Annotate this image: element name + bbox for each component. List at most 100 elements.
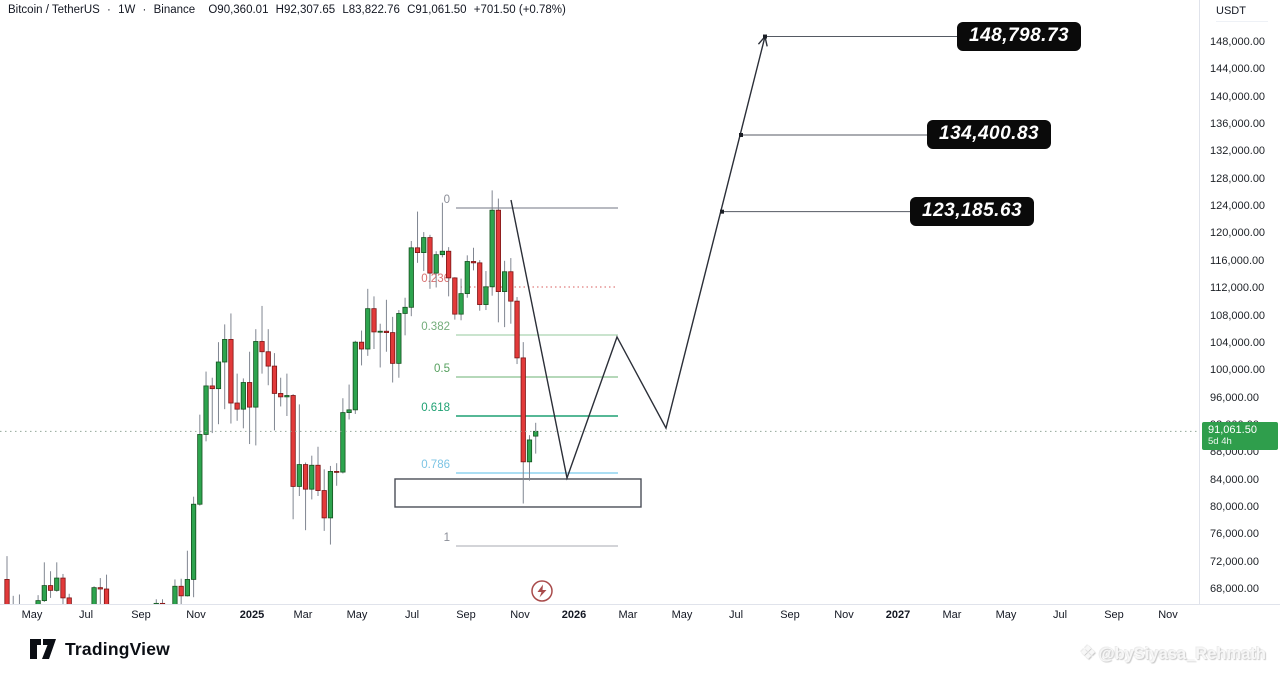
candle: [60, 573, 66, 604]
candle: [47, 571, 54, 598]
candle-body: [54, 577, 60, 591]
demand-zone-box[interactable]: [394, 478, 642, 508]
candle: [489, 190, 495, 296]
price-tick: 128,000.00: [1210, 172, 1266, 185]
candle: [446, 247, 452, 297]
candle-body: [402, 306, 408, 314]
time-axis[interactable]: May Jul Sep Nov 2025 Mar May Jul Sep Nov 2026 Mar Ma…: [0, 604, 1199, 626]
candle: [209, 377, 215, 434]
current-price-label[interactable]: 91,061.50 5d 4h: [1202, 422, 1278, 451]
bar-countdown: 5d 4h: [1208, 436, 1232, 448]
candle: [172, 579, 178, 604]
candle-body: [91, 587, 97, 604]
candle-body: [433, 254, 439, 274]
time-tick: Mar: [293, 609, 313, 621]
fib-level-label: 0.382: [421, 321, 450, 333]
forecast-zigzag-line[interactable]: [510, 36, 766, 481]
time-axis-separator: [0, 604, 1280, 605]
chart-canvas[interactable]: 0 0.236 0.382 0.5 0.618 0.786 1: [0, 0, 1199, 604]
candle: [371, 296, 377, 350]
candle: [159, 599, 166, 604]
candle: [352, 340, 358, 414]
candle-body: [184, 579, 190, 597]
candle-body: [271, 365, 278, 394]
candle: [4, 556, 10, 604]
candle: [41, 562, 47, 602]
candle-body: [327, 470, 334, 519]
candle-body: [302, 464, 309, 490]
candles-series[interactable]: [4, 190, 539, 604]
time-tick: Jul: [1052, 609, 1068, 621]
candle: [246, 351, 253, 445]
candle-body: [520, 357, 526, 463]
ohlc-close: C91,061.50: [407, 4, 467, 16]
candle: [103, 574, 110, 604]
candle: [240, 378, 246, 429]
candle: [508, 258, 514, 324]
candle: [340, 398, 346, 474]
time-tick: Sep: [131, 609, 151, 621]
candle: [526, 435, 533, 481]
time-tick: 2027: [885, 609, 911, 621]
tradingview-brand[interactable]: TradingView: [30, 639, 170, 660]
candle-body: [427, 237, 433, 274]
symbol-name[interactable]: Bitcoin / TetherUS: [8, 4, 100, 16]
exchange-label[interactable]: Binance: [153, 4, 196, 16]
price-tick: 148,000.00: [1210, 36, 1266, 48]
candle: [464, 255, 470, 298]
footer-bar: TradingView ❖ @bySiyasa_Rehmath: [0, 626, 1280, 679]
candle: [427, 234, 433, 289]
time-tick: Jul: [78, 609, 94, 621]
candle: [390, 316, 396, 383]
price-tick: 104,000.00: [1210, 336, 1266, 349]
price-target-label[interactable]: 123,185.63: [910, 197, 1035, 227]
candle-body: [452, 277, 458, 315]
price-axis[interactable]: USDT 148,000.00 144,000.00 140,000.00 136,0…: [1200, 0, 1280, 604]
candle: [278, 377, 284, 407]
time-tick: Jul: [404, 609, 420, 621]
time-tick: Sep: [780, 609, 800, 621]
price-tick: 144,000.00: [1210, 63, 1266, 76]
price-tick: 132,000.00: [1210, 145, 1266, 158]
diamond-icon: ❖: [1079, 643, 1097, 664]
candle: [66, 593, 72, 604]
candle: [284, 373, 290, 417]
price-tick: 120,000.00: [1210, 227, 1266, 240]
time-tick: Sep: [1104, 609, 1124, 621]
symbol-info-bar[interactable]: Bitcoin / TetherUS · 1W · Binance O90,36…: [8, 4, 570, 16]
price-tick: 136,000.00: [1210, 118, 1266, 131]
price-target-label[interactable]: 148,798.73: [957, 22, 1082, 52]
candle-body: [203, 385, 209, 435]
candle-body: [358, 341, 365, 350]
time-tick: Nov: [1158, 609, 1178, 621]
candle-body: [501, 271, 508, 292]
candle-body: [35, 600, 41, 604]
candle: [520, 342, 526, 504]
candle: [253, 329, 259, 446]
interval-label[interactable]: 1W: [118, 4, 136, 16]
candle-body: [190, 503, 197, 580]
candle: [433, 251, 439, 288]
price-tick: 124,000.00: [1210, 200, 1266, 213]
candle: [203, 371, 209, 442]
candle-body: [296, 464, 302, 487]
fib-retracement-tool[interactable]: 0 0.236 0.382 0.5 0.618 0.786 1: [421, 194, 618, 547]
candle: [222, 324, 228, 410]
candle-body: [526, 439, 533, 463]
candle-body: [477, 262, 483, 305]
candle-body: [377, 330, 383, 333]
candle-body: [483, 286, 489, 305]
candle-body: [97, 587, 103, 590]
ohlc-low: L83,822.76: [342, 4, 400, 16]
time-tick: May: [995, 609, 1017, 621]
candle-body: [334, 470, 340, 473]
candle: [228, 313, 234, 424]
author-watermark: ❖ @bySiyasa_Rehmath: [1080, 642, 1266, 665]
tradingview-wordmark: TradingView: [65, 639, 170, 659]
event-marker-icon[interactable]: [531, 580, 553, 602]
candle: [153, 599, 159, 604]
candle-body: [60, 577, 66, 599]
quote-currency-label: USDT: [1216, 5, 1268, 22]
price-target-label[interactable]: 134,400.83: [927, 120, 1052, 150]
